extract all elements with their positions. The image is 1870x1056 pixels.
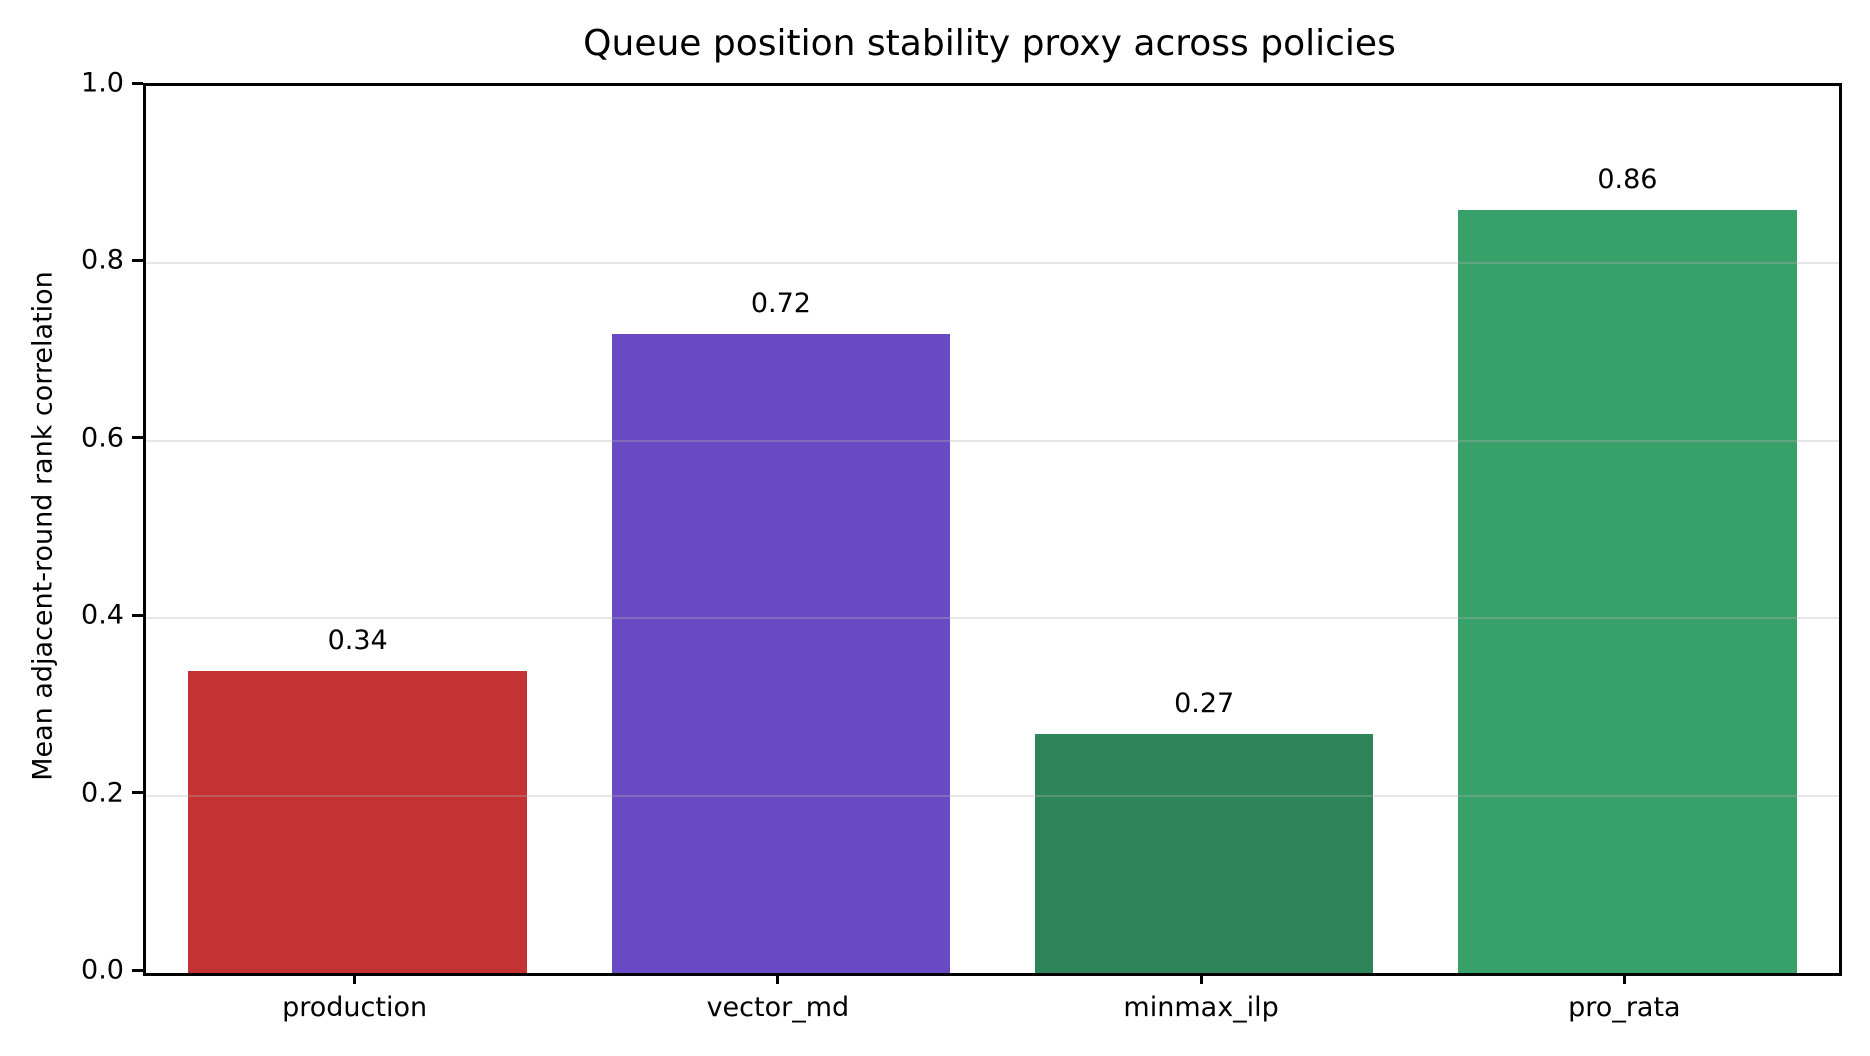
- bar-value-label: 0.72: [750, 288, 811, 320]
- y-tick-label: 0.8: [81, 244, 124, 276]
- bar-minmax_ilp: [1034, 733, 1374, 973]
- bar-value-label: 0.27: [1174, 687, 1235, 719]
- x-tick-mark: [353, 973, 357, 984]
- y-tick-mark: [132, 613, 143, 617]
- x-tick-label-pro_rata: pro_rata: [1568, 992, 1681, 1023]
- gridline: [146, 439, 1839, 442]
- x-tick-mark: [1622, 973, 1626, 984]
- bar-value-label: 0.86: [1597, 164, 1658, 196]
- y-tick-label: 0.4: [81, 599, 124, 631]
- y-tick-mark: [132, 81, 143, 85]
- y-tick-mark: [132, 258, 143, 262]
- chart-title: Queue position stability proxy across po…: [583, 23, 1396, 64]
- y-tick-label: 1.0: [81, 67, 124, 99]
- gridline: [146, 794, 1839, 797]
- x-tick-mark: [1199, 973, 1203, 984]
- y-tick-mark: [132, 791, 143, 795]
- x-tick-label-minmax_ilp: minmax_ilp: [1123, 992, 1279, 1023]
- y-tick-label: 0.2: [81, 777, 124, 809]
- x-tick-mark: [776, 973, 780, 984]
- y-axis-label: Mean adjacent-round rank correlation: [27, 271, 59, 781]
- y-tick-mark: [132, 436, 143, 440]
- bar-vector_md: [611, 334, 951, 973]
- y-tick-mark: [132, 968, 143, 972]
- bar-pro_rata: [1458, 210, 1797, 973]
- bar-value-label: 0.34: [327, 625, 388, 657]
- gridline: [146, 617, 1839, 620]
- y-tick-label: 0.6: [81, 422, 124, 454]
- bar-production: [188, 671, 527, 973]
- y-tick-label: 0.0: [81, 954, 124, 986]
- x-tick-label-vector_md: vector_md: [706, 992, 850, 1023]
- gridline: [146, 262, 1839, 265]
- x-tick-label-production: production: [282, 992, 428, 1023]
- plot-area: 0.34 0.72 0.27 0.86: [143, 83, 1842, 976]
